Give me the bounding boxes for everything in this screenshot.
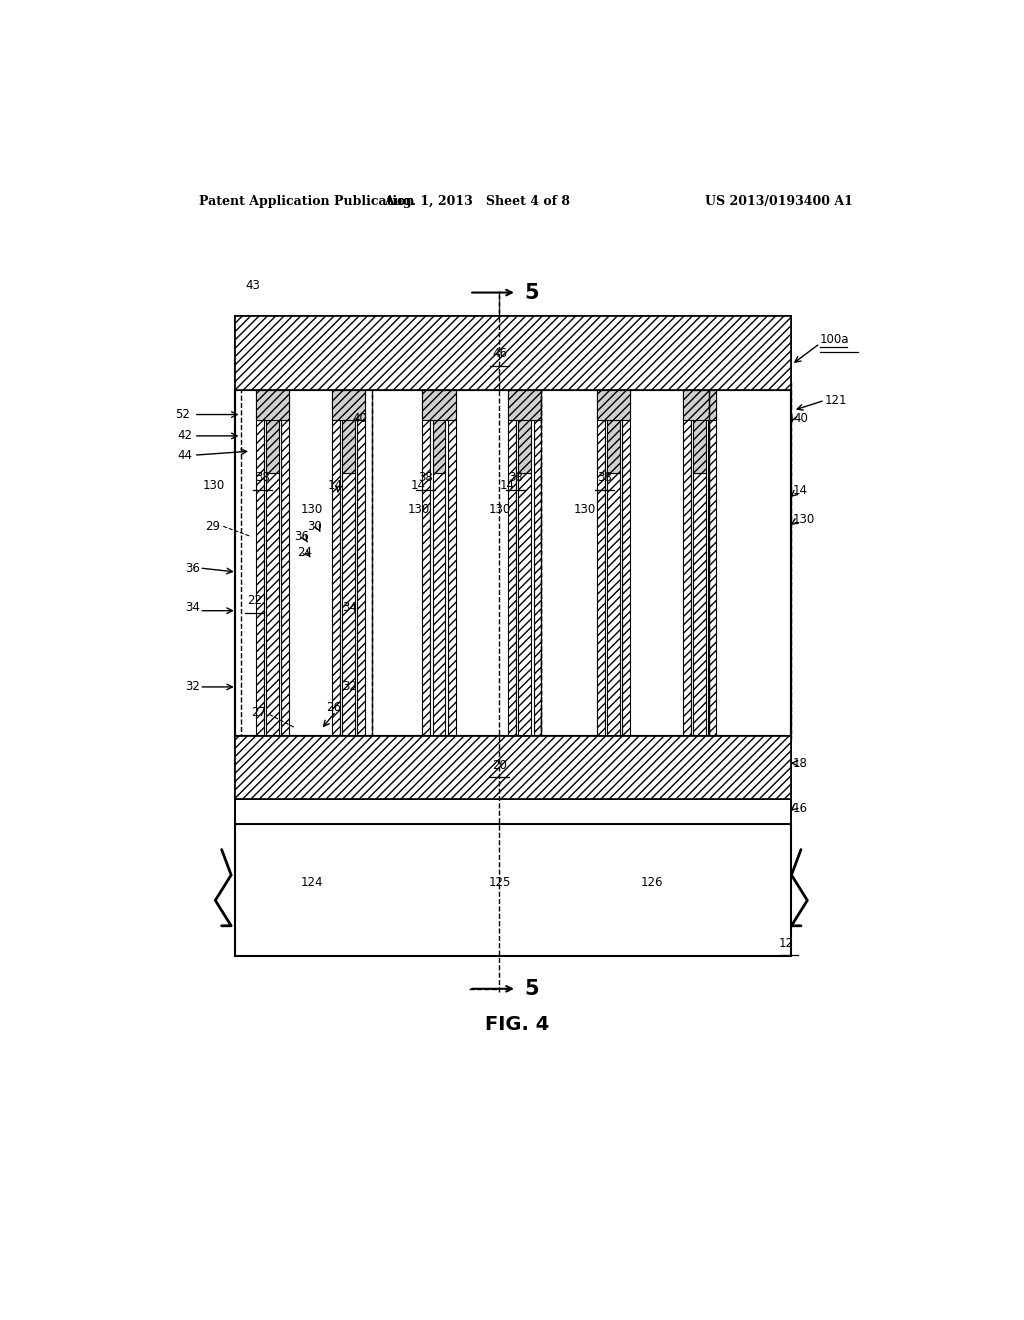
Bar [607,405,620,473]
Bar [518,473,531,735]
Bar [433,473,445,735]
Bar [236,824,791,956]
Text: 130: 130 [203,479,225,492]
Bar [236,391,791,735]
Text: 5: 5 [524,282,540,302]
Bar [236,735,791,799]
Text: Patent Application Publication: Patent Application Publication [200,194,415,207]
Bar [430,391,447,735]
Text: 16: 16 [793,803,808,816]
Text: 14: 14 [500,479,514,492]
Bar [709,381,791,739]
Text: 38: 38 [256,471,270,484]
Bar [605,391,623,735]
Text: 38: 38 [508,471,522,484]
Text: 22: 22 [248,594,262,607]
Bar [256,391,289,420]
Bar [373,381,541,739]
Bar [332,391,340,735]
Text: 130: 130 [574,503,596,516]
Bar [607,473,620,735]
Bar [693,405,706,473]
Bar [516,391,534,735]
Text: 32: 32 [342,680,357,693]
Bar [683,391,690,735]
Text: 14: 14 [328,479,343,492]
Bar [508,391,542,420]
Bar [508,391,516,735]
Bar [709,391,716,735]
Text: 5: 5 [524,979,540,999]
Text: 24: 24 [297,546,312,560]
Text: 130: 130 [793,512,815,525]
Text: 36: 36 [295,531,309,543]
Bar [683,391,716,420]
Bar [236,735,791,799]
Text: 26: 26 [327,701,341,714]
Text: 38: 38 [418,471,433,484]
Bar [236,391,791,735]
Text: 130: 130 [301,503,324,516]
Text: 121: 121 [824,393,847,407]
Text: 34: 34 [185,601,200,614]
Text: 27: 27 [251,706,266,719]
Text: US 2013/0193400 A1: US 2013/0193400 A1 [705,194,853,207]
Bar [266,473,279,735]
Bar [266,405,279,473]
Bar [534,391,542,735]
Bar [282,391,289,735]
Bar [597,391,631,420]
Bar [693,473,706,735]
Bar [597,391,605,735]
Bar [623,391,631,735]
Text: 32: 32 [185,680,200,693]
Bar [332,391,366,420]
Text: 100a: 100a [820,333,850,346]
Text: 46: 46 [492,347,507,360]
Text: 125: 125 [488,875,511,888]
Text: 12: 12 [778,937,794,949]
Bar [264,391,282,735]
Bar [256,391,264,735]
Text: 36: 36 [185,561,200,574]
Bar [242,381,373,739]
Bar [690,391,709,735]
Bar [518,405,531,473]
Text: 40: 40 [793,412,808,425]
Bar [236,315,791,391]
Bar [423,391,430,735]
Bar [236,799,791,824]
Text: 14: 14 [411,479,426,492]
Text: 42: 42 [177,429,193,442]
Bar [541,381,709,739]
Bar [236,315,791,391]
Bar [433,405,445,473]
Text: 126: 126 [641,875,663,888]
Bar [342,405,355,473]
Text: 14: 14 [793,484,808,498]
Text: 44: 44 [177,449,193,462]
Bar [340,391,357,735]
Text: FIG. 4: FIG. 4 [484,1015,549,1034]
Text: 30: 30 [307,520,323,533]
Text: 124: 124 [301,875,324,888]
Text: 40: 40 [352,412,368,425]
Text: 52: 52 [176,408,190,421]
Text: 29: 29 [205,520,220,533]
Text: 18: 18 [793,756,808,770]
Text: 43: 43 [246,279,260,292]
Text: Aug. 1, 2013   Sheet 4 of 8: Aug. 1, 2013 Sheet 4 of 8 [384,194,570,207]
Bar [342,473,355,735]
Text: 38: 38 [597,471,611,484]
Text: 130: 130 [488,503,511,516]
Text: 34: 34 [342,601,357,614]
Text: 130: 130 [408,503,430,516]
Bar [236,799,791,824]
Text: 20: 20 [492,759,507,772]
Bar [423,391,456,420]
Bar [357,391,366,735]
Bar [447,391,456,735]
